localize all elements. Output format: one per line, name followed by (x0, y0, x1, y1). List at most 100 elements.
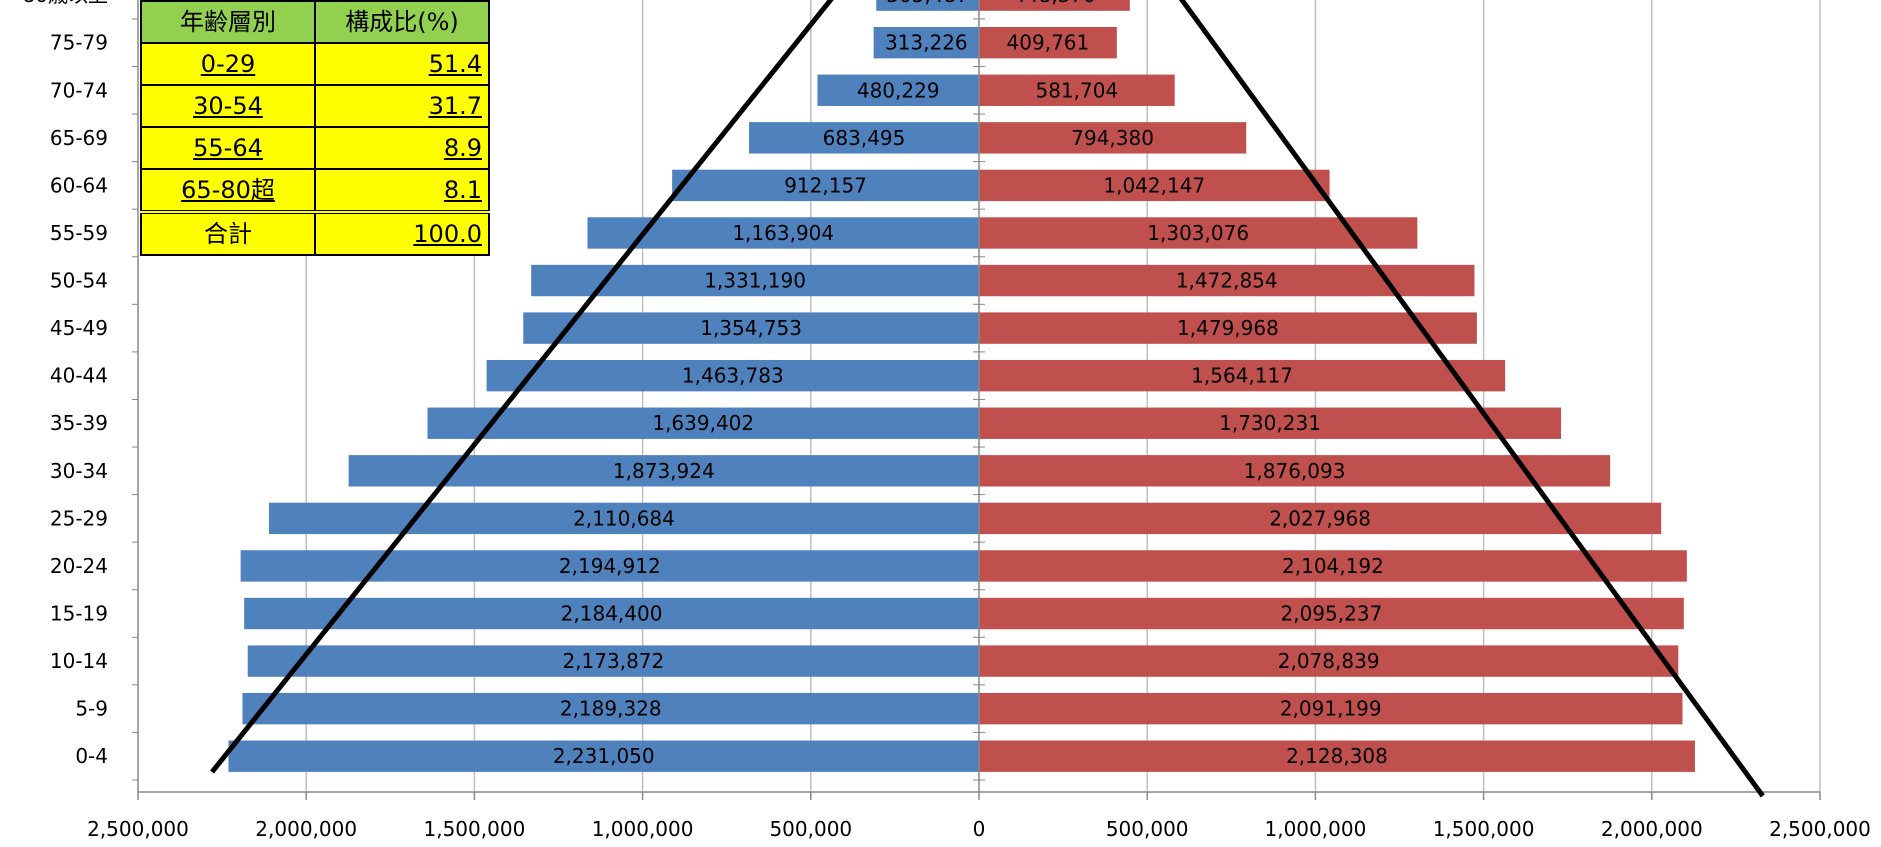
data-label: 2,095,237 (1281, 602, 1383, 626)
bar (979, 27, 1117, 59)
data-label: 912,157 (784, 173, 867, 197)
category-label: 50-54 (50, 269, 108, 293)
table-header-row: 年齢層別 構成比(%) (140, 0, 490, 44)
data-label: 1,303,076 (1147, 221, 1249, 245)
data-label: 2,231,050 (553, 744, 655, 768)
bar (979, 407, 1562, 439)
category-label: 45-49 (50, 316, 108, 340)
x-tick-label: 1,500,000 (424, 817, 526, 841)
x-tick-label: 500,000 (769, 817, 852, 841)
bar (979, 312, 1477, 344)
table-total-row: 合計 100.0 (140, 210, 490, 256)
bar (486, 359, 979, 392)
bar (979, 645, 1679, 677)
category-label: 75-79 (50, 31, 108, 55)
row-label: 65-80超 (140, 168, 316, 213)
row-value: 8.9 (314, 126, 490, 170)
x-tick-label: 1,000,000 (1265, 817, 1367, 841)
data-label: 1,354,753 (700, 316, 802, 340)
overlay-triangle (210, 0, 1765, 798)
bar (817, 74, 979, 106)
data-label: 1,564,117 (1191, 364, 1293, 388)
data-label: 683,495 (823, 126, 906, 150)
bar (979, 74, 1175, 106)
table-row: 65-80超 8.1 (140, 168, 490, 213)
bar (244, 597, 979, 630)
data-label: 2,078,839 (1278, 649, 1380, 673)
data-label: 313,226 (885, 31, 968, 55)
axes (132, 0, 1821, 800)
category-label: 65-69 (50, 126, 108, 150)
data-label: 2,128,308 (1286, 744, 1388, 768)
category-label: 0-4 (75, 744, 108, 768)
category-label: 40-44 (50, 364, 108, 388)
bar-labels: 2,231,050 2,189,328 2,173,872 2,184,400 2,19… (553, 0, 1388, 768)
age-composition-table: 年齢層別 構成比(%) 0-29 51.4 30-54 31.7 55-64 8… (140, 0, 490, 256)
bar (427, 407, 980, 439)
category-label: 30-34 (50, 459, 108, 483)
male-bars (228, 0, 980, 772)
data-label: 305,487 (886, 0, 969, 7)
total-value: 100.0 (314, 210, 490, 256)
category-labels: 0-4 5-9 10-14 15-19 20-24 25-29 30-34 35-39 40-4… (23, 0, 108, 768)
bar (240, 550, 980, 582)
bar (979, 502, 1662, 535)
row-value: 31.7 (314, 84, 490, 128)
bar (228, 740, 979, 772)
data-label: 1,730,231 (1219, 411, 1321, 435)
data-label: 1,042,147 (1103, 173, 1205, 197)
data-label: 2,194,912 (559, 554, 661, 578)
bar (873, 27, 979, 59)
x-tick-label: 1,500,000 (1433, 817, 1535, 841)
bar (247, 645, 979, 677)
data-label: 794,380 (1071, 126, 1154, 150)
row-label: 0-29 (140, 42, 316, 86)
data-label: 2,189,328 (560, 697, 662, 721)
bar (979, 740, 1695, 772)
data-label: 1,873,924 (613, 459, 715, 483)
data-label: 2,110,684 (573, 506, 675, 530)
bar (876, 0, 979, 11)
x-tick-label: 1,000,000 (592, 817, 694, 841)
triangle-right-edge (1178, 0, 1765, 798)
data-label: 2,173,872 (562, 649, 664, 673)
bar (979, 597, 1684, 630)
bar (979, 455, 1611, 487)
bar (979, 0, 1130, 11)
triangle-left-edge (210, 0, 834, 774)
category-label: 5-9 (75, 697, 108, 721)
bar (749, 122, 979, 154)
total-label: 合計 (140, 210, 316, 256)
header-age-group: 年齢層別 (140, 0, 316, 44)
category-label: 60-64 (50, 173, 108, 197)
x-tick-label: 2,000,000 (255, 817, 357, 841)
table-row: 55-64 8.9 (140, 126, 490, 170)
data-label: 448,370 (1013, 0, 1096, 7)
header-composition: 構成比(%) (314, 0, 490, 44)
data-label: 2,091,199 (1280, 697, 1382, 721)
category-label: 10-14 (50, 649, 108, 673)
row-label: 30-54 (140, 84, 316, 128)
row-label: 55-64 (140, 126, 316, 170)
table-row: 0-29 51.4 (140, 42, 490, 86)
bar (672, 169, 979, 202)
bar (979, 550, 1687, 582)
category-label: 15-19 (50, 602, 108, 626)
category-label: 80歳以上 (23, 0, 108, 7)
female-bars (979, 0, 1695, 772)
data-label: 581,704 (1035, 78, 1118, 102)
bar (523, 312, 979, 344)
x-tick-label: 500,000 (1106, 817, 1189, 841)
data-label: 2,104,192 (1282, 554, 1384, 578)
row-value: 8.1 (314, 168, 490, 213)
data-label: 1,163,904 (732, 221, 834, 245)
x-tick-label: 2,500,000 (1769, 817, 1871, 841)
category-label: 20-24 (50, 554, 108, 578)
data-label: 480,229 (857, 78, 940, 102)
data-label: 1,639,402 (652, 411, 754, 435)
data-label: 1,479,968 (1177, 316, 1279, 340)
data-label: 1,472,854 (1176, 269, 1278, 293)
data-label: 1,876,093 (1244, 459, 1346, 483)
data-label: 409,761 (1007, 31, 1090, 55)
